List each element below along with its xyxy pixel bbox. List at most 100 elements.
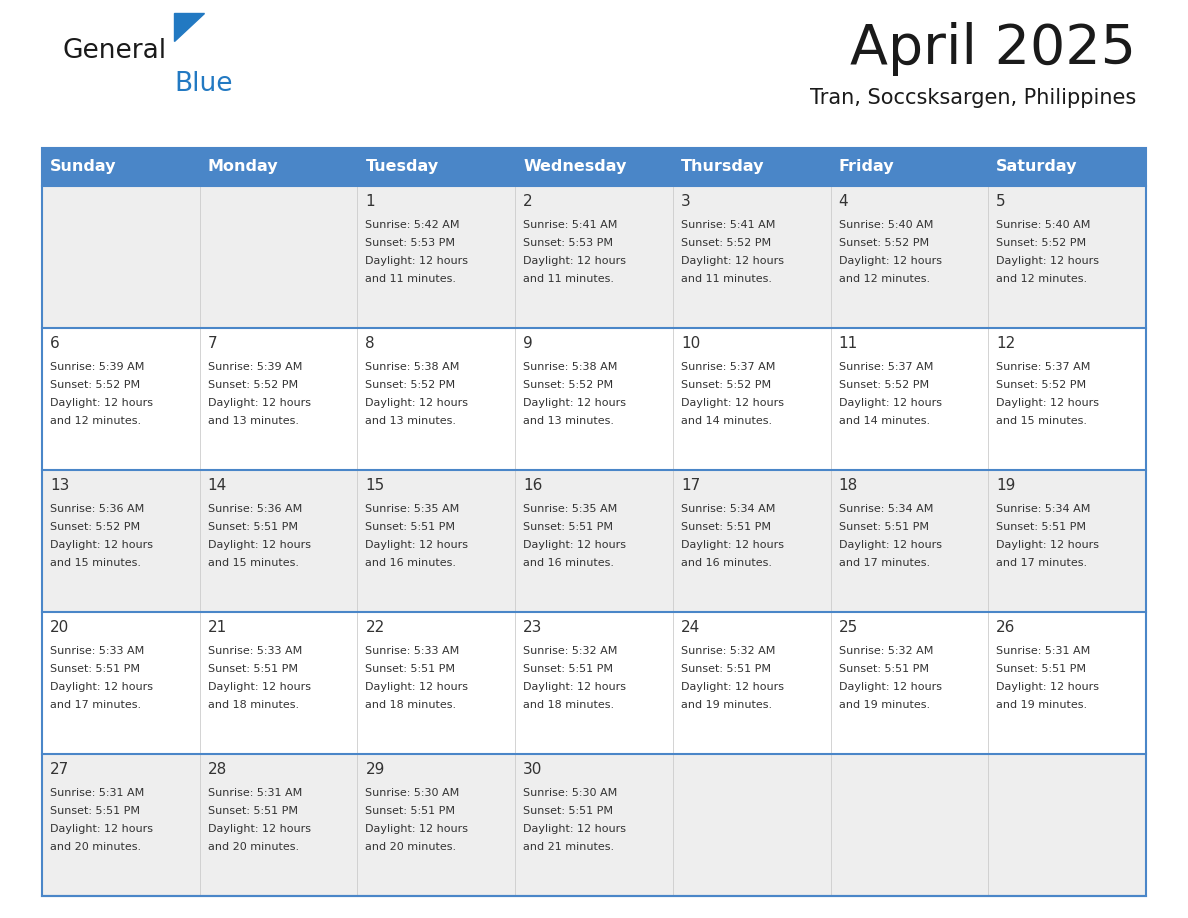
Text: and 18 minutes.: and 18 minutes.	[366, 700, 456, 710]
FancyBboxPatch shape	[358, 328, 516, 470]
Text: and 12 minutes.: and 12 minutes.	[50, 416, 141, 426]
Text: Daylight: 12 hours: Daylight: 12 hours	[50, 682, 153, 692]
Text: Sunset: 5:52 PM: Sunset: 5:52 PM	[839, 238, 929, 248]
FancyBboxPatch shape	[200, 470, 358, 612]
Text: 4: 4	[839, 194, 848, 209]
Text: Sunset: 5:53 PM: Sunset: 5:53 PM	[523, 238, 613, 248]
Text: 13: 13	[50, 478, 69, 493]
Text: Sunrise: 5:40 AM: Sunrise: 5:40 AM	[997, 220, 1091, 230]
Text: Sunset: 5:51 PM: Sunset: 5:51 PM	[839, 664, 929, 674]
Text: Sunset: 5:53 PM: Sunset: 5:53 PM	[366, 238, 455, 248]
Text: 20: 20	[50, 620, 69, 635]
Text: and 14 minutes.: and 14 minutes.	[681, 416, 772, 426]
Text: Friday: Friday	[839, 160, 895, 174]
Text: 7: 7	[208, 336, 217, 351]
Text: April 2025: April 2025	[849, 22, 1136, 76]
FancyBboxPatch shape	[988, 470, 1146, 612]
Text: Sunset: 5:51 PM: Sunset: 5:51 PM	[839, 522, 929, 532]
Text: 26: 26	[997, 620, 1016, 635]
Text: Sunset: 5:52 PM: Sunset: 5:52 PM	[839, 380, 929, 390]
Text: Daylight: 12 hours: Daylight: 12 hours	[839, 540, 942, 550]
Text: Sunrise: 5:41 AM: Sunrise: 5:41 AM	[523, 220, 618, 230]
Text: Sunset: 5:51 PM: Sunset: 5:51 PM	[50, 664, 140, 674]
Text: and 13 minutes.: and 13 minutes.	[366, 416, 456, 426]
Text: Sunset: 5:51 PM: Sunset: 5:51 PM	[997, 664, 1086, 674]
FancyBboxPatch shape	[42, 754, 200, 896]
Text: and 13 minutes.: and 13 minutes.	[523, 416, 614, 426]
FancyBboxPatch shape	[830, 148, 988, 186]
Text: 8: 8	[366, 336, 375, 351]
FancyBboxPatch shape	[42, 186, 200, 328]
Text: Sunrise: 5:39 AM: Sunrise: 5:39 AM	[208, 362, 302, 372]
Text: Daylight: 12 hours: Daylight: 12 hours	[997, 256, 1099, 266]
Text: and 18 minutes.: and 18 minutes.	[208, 700, 299, 710]
Text: 10: 10	[681, 336, 700, 351]
Text: Sunrise: 5:30 AM: Sunrise: 5:30 AM	[523, 788, 618, 798]
Text: Sunset: 5:51 PM: Sunset: 5:51 PM	[681, 664, 771, 674]
Text: Blue: Blue	[173, 71, 233, 97]
Text: Sunset: 5:51 PM: Sunset: 5:51 PM	[366, 522, 455, 532]
Text: Sunrise: 5:38 AM: Sunrise: 5:38 AM	[523, 362, 618, 372]
FancyBboxPatch shape	[42, 470, 200, 612]
FancyBboxPatch shape	[358, 470, 516, 612]
FancyBboxPatch shape	[358, 186, 516, 328]
FancyBboxPatch shape	[516, 328, 672, 470]
Text: Daylight: 12 hours: Daylight: 12 hours	[50, 398, 153, 408]
Text: Sunset: 5:52 PM: Sunset: 5:52 PM	[681, 238, 771, 248]
Text: and 20 minutes.: and 20 minutes.	[50, 842, 141, 852]
Text: and 19 minutes.: and 19 minutes.	[997, 700, 1087, 710]
Text: Sunset: 5:52 PM: Sunset: 5:52 PM	[208, 380, 298, 390]
Text: Sunrise: 5:32 AM: Sunrise: 5:32 AM	[523, 646, 618, 656]
FancyBboxPatch shape	[672, 470, 830, 612]
Text: Sunset: 5:51 PM: Sunset: 5:51 PM	[366, 806, 455, 816]
Text: and 19 minutes.: and 19 minutes.	[839, 700, 930, 710]
Text: Sunset: 5:51 PM: Sunset: 5:51 PM	[50, 806, 140, 816]
FancyBboxPatch shape	[672, 328, 830, 470]
Text: Daylight: 12 hours: Daylight: 12 hours	[208, 824, 311, 834]
Text: Sunrise: 5:31 AM: Sunrise: 5:31 AM	[50, 788, 144, 798]
Text: Sunrise: 5:39 AM: Sunrise: 5:39 AM	[50, 362, 145, 372]
Text: 25: 25	[839, 620, 858, 635]
Text: Sunrise: 5:42 AM: Sunrise: 5:42 AM	[366, 220, 460, 230]
Text: Daylight: 12 hours: Daylight: 12 hours	[208, 398, 311, 408]
Text: Sunrise: 5:33 AM: Sunrise: 5:33 AM	[208, 646, 302, 656]
Text: and 21 minutes.: and 21 minutes.	[523, 842, 614, 852]
Polygon shape	[173, 13, 204, 41]
FancyBboxPatch shape	[672, 148, 830, 186]
Text: 6: 6	[50, 336, 59, 351]
Text: Daylight: 12 hours: Daylight: 12 hours	[523, 824, 626, 834]
FancyBboxPatch shape	[672, 754, 830, 896]
Text: Daylight: 12 hours: Daylight: 12 hours	[681, 256, 784, 266]
Text: and 20 minutes.: and 20 minutes.	[208, 842, 299, 852]
Text: Daylight: 12 hours: Daylight: 12 hours	[839, 398, 942, 408]
Text: Sunrise: 5:36 AM: Sunrise: 5:36 AM	[50, 504, 144, 514]
FancyBboxPatch shape	[358, 754, 516, 896]
Text: 19: 19	[997, 478, 1016, 493]
Text: 2: 2	[523, 194, 532, 209]
Text: Sunset: 5:52 PM: Sunset: 5:52 PM	[50, 380, 140, 390]
Text: Daylight: 12 hours: Daylight: 12 hours	[523, 540, 626, 550]
Text: 23: 23	[523, 620, 543, 635]
Text: and 17 minutes.: and 17 minutes.	[50, 700, 141, 710]
Text: Sunrise: 5:34 AM: Sunrise: 5:34 AM	[839, 504, 933, 514]
Text: Daylight: 12 hours: Daylight: 12 hours	[366, 256, 468, 266]
Text: Sunrise: 5:33 AM: Sunrise: 5:33 AM	[366, 646, 460, 656]
Text: Sunset: 5:51 PM: Sunset: 5:51 PM	[681, 522, 771, 532]
Text: and 18 minutes.: and 18 minutes.	[523, 700, 614, 710]
Text: Sunset: 5:51 PM: Sunset: 5:51 PM	[523, 806, 613, 816]
Text: and 15 minutes.: and 15 minutes.	[997, 416, 1087, 426]
Text: Daylight: 12 hours: Daylight: 12 hours	[366, 682, 468, 692]
Text: Sunrise: 5:40 AM: Sunrise: 5:40 AM	[839, 220, 933, 230]
FancyBboxPatch shape	[988, 612, 1146, 754]
Text: Sunset: 5:52 PM: Sunset: 5:52 PM	[997, 380, 1086, 390]
Text: and 19 minutes.: and 19 minutes.	[681, 700, 772, 710]
Text: and 15 minutes.: and 15 minutes.	[50, 558, 141, 568]
FancyBboxPatch shape	[830, 470, 988, 612]
Text: Daylight: 12 hours: Daylight: 12 hours	[681, 540, 784, 550]
Text: Saturday: Saturday	[997, 160, 1078, 174]
Text: Sunset: 5:52 PM: Sunset: 5:52 PM	[366, 380, 455, 390]
Text: 29: 29	[366, 762, 385, 777]
Text: Sunset: 5:52 PM: Sunset: 5:52 PM	[50, 522, 140, 532]
Text: Thursday: Thursday	[681, 160, 764, 174]
Text: Daylight: 12 hours: Daylight: 12 hours	[681, 398, 784, 408]
